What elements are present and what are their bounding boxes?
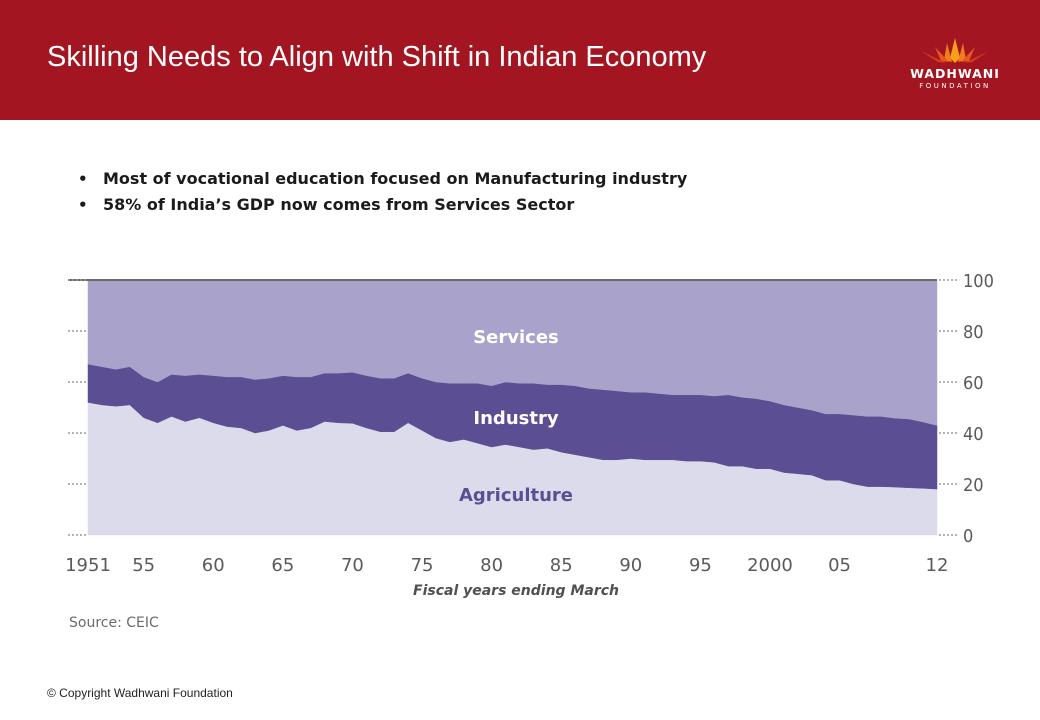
bullet-item: • 58% of India’s GDP now comes from Serv… bbox=[78, 192, 687, 218]
x-tick-label: 85 bbox=[550, 555, 573, 576]
bullet-list: • Most of vocational education focused o… bbox=[78, 166, 687, 218]
series-label-agriculture: Agriculture bbox=[459, 485, 573, 506]
lotus-logo-icon bbox=[921, 38, 989, 63]
x-tick-label: 12 bbox=[926, 555, 949, 576]
source-note: Source: CEIC bbox=[69, 615, 159, 631]
bullet-dot-icon: • bbox=[78, 170, 88, 188]
x-tick-label: 1951 bbox=[65, 555, 111, 576]
x-tick-label: 80 bbox=[480, 555, 503, 576]
x-tick-label: 70 bbox=[341, 555, 364, 576]
series-label-industry: Industry bbox=[473, 408, 558, 429]
x-tick-label: 2000 bbox=[747, 555, 793, 576]
y-tick-label: 0 bbox=[963, 526, 973, 547]
bullet-dot-icon: • bbox=[78, 196, 88, 214]
area-industry bbox=[87, 363, 938, 490]
y-tick-label: 80 bbox=[963, 322, 984, 343]
x-tick-label: 95 bbox=[689, 555, 712, 576]
x-tick-label: 60 bbox=[202, 555, 225, 576]
y-tick-label: 20 bbox=[963, 475, 984, 496]
x-tick-label: 05 bbox=[828, 555, 851, 576]
x-tick-label: 55 bbox=[132, 555, 155, 576]
logo-subtitle: FOUNDATION bbox=[919, 82, 991, 90]
bullet-text: 58% of India’s GDP now comes from Servic… bbox=[103, 195, 575, 214]
header-banner: Skilling Needs to Align with Shift in In… bbox=[0, 0, 1040, 120]
series-label-services: Services bbox=[473, 327, 559, 348]
logo-name: WADHWANI bbox=[910, 66, 1000, 81]
bullet-item: • Most of vocational education focused o… bbox=[78, 166, 687, 192]
y-tick-label: 40 bbox=[963, 424, 984, 445]
x-tick-label: 65 bbox=[271, 555, 294, 576]
area-agriculture bbox=[87, 402, 938, 536]
bullet-text: Most of vocational education focused on … bbox=[103, 169, 688, 188]
page-title: Skilling Needs to Align with Shift in In… bbox=[47, 41, 707, 73]
wadhwani-logo: WADHWANI FOUNDATION bbox=[905, 36, 1015, 92]
x-axis-title: Fiscal years ending March bbox=[413, 583, 619, 599]
x-tick-label: 90 bbox=[619, 555, 642, 576]
area-services bbox=[87, 279, 938, 426]
y-tick-label: 100 bbox=[963, 271, 994, 292]
copyright-text: © Copyright Wadhwani Foundation bbox=[47, 686, 233, 700]
x-tick-label: 75 bbox=[411, 555, 434, 576]
y-tick-label: 60 bbox=[963, 373, 984, 394]
